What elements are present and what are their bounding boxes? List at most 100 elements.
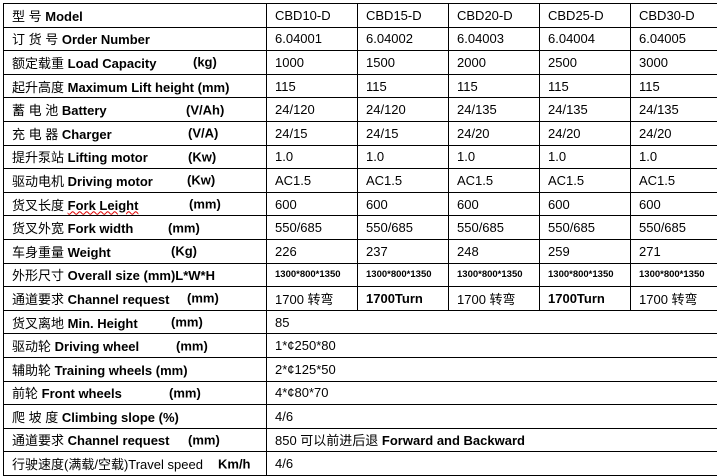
value-cell: 6.04003 [448,26,540,52]
value-cell: 259 [539,238,631,264]
value-cell: AC1.5 [630,168,717,193]
table-row: 驱动轮 Driving wheel (mm) 1*¢250*80 [3,333,717,358]
value-cell: 600 [448,191,540,217]
label-cn: 起升高度 [12,79,68,95]
table-row: 行驶速度(满载/空载)Travel speed Km/h 4/6 [3,451,717,476]
label-cn: 外形尺寸 [12,268,68,284]
table-row: 型 号 Model CBD10-D CBD15-D CBD20-D CBD25-D CBD… [3,3,717,28]
label-cn: 货叉长度 [12,197,68,213]
value-cn: 850 可以前进后退 [275,433,382,449]
table-row: 前轮 Front wheels (mm) 4*¢80*70 [3,380,717,406]
value-cell: 1300*800*1350 [539,262,631,288]
label-cn: 货叉外宽 [12,221,68,237]
label-cn: 驱动轮 [12,339,55,355]
label-en: Overall size (mm)L*W*H [67,268,215,284]
row-label: 额定载重 Load Capacity (kg) [3,50,267,75]
value-cell: 550/685 [630,215,717,240]
label-unit: (mm) [168,220,200,236]
value-cell: 850 可以前进后退 Forward and Backward [266,427,717,453]
value-cell: 115 [357,73,449,99]
row-label: 通道要求 Channel request (mm) [3,427,267,453]
label-en: Channel request [67,433,170,449]
table-row: 辅助轮 Training wheels (mm) 2*¢125*50 [3,356,717,382]
value-cell: 600 [630,191,717,217]
label-unit: (Kw) [188,149,217,165]
label-cn: 爬 坡 度 [12,409,62,425]
value-cell: 1300*800*1350 [357,262,449,288]
value-cell: 1.0 [448,144,540,170]
label-en: Load Capacity [67,55,157,71]
value-cell: CBD25-D [539,3,631,28]
table-row: 提升泵站 Lifting motor (Kw) 1.0 1.0 1.0 1.0 1.0 [3,144,717,170]
row-label: 爬 坡 度 Climbing slope (%) [3,404,267,429]
table-row: 蓄 电 池 Battery (V/Ah) 24/120 24/120 24/135 24/… [3,97,717,122]
value-cell: 226 [266,238,358,264]
value-cell: AC1.5 [448,168,540,193]
value-cell: 600 [357,191,449,217]
value-cell: AC1.5 [357,168,449,193]
value-cell: 24/120 [266,97,358,122]
value-cell: 6.04005 [630,26,717,52]
value-cell: 1.0 [630,144,717,170]
label-unit: (mm) [176,338,208,354]
value-cell: AC1.5 [539,168,631,193]
value-cell: 24/20 [630,120,717,146]
label-unit: (mm) [169,385,201,401]
label-en: Channel request [67,291,170,307]
value-cell: CBD15-D [357,3,449,28]
label-unit: (mm) [188,432,220,448]
row-label: 货叉外宽 Fork width (mm) [3,215,267,240]
value-cell: 24/15 [357,120,449,146]
value-cell: 2000 [448,50,540,75]
label-cn: 通道要求 [12,433,68,449]
table-row: 充 电 器 Charger (V/A) 24/15 24/15 24/20 24/20 24… [3,120,717,146]
value-cell: 4*¢80*70 [266,380,717,406]
table-row: 订 货 号 Order Number 6.04001 6.04002 6.04003 6… [3,26,717,52]
label-cn: 额定载重 [12,55,68,71]
table-row: 爬 坡 度 Climbing slope (%) 4/6 [3,404,717,429]
value-cell: 1700 转弯 [448,286,540,311]
row-label: 前轮 Front wheels (mm) [3,380,267,406]
label-cn: 驱动电机 [12,173,68,189]
table-row: 额定载重 Load Capacity (kg) 1000 1500 2000 2500 30… [3,50,717,75]
row-label: 货叉长度 Fork Leight (mm) [3,191,267,217]
row-label: 驱动轮 Driving wheel (mm) [3,333,267,358]
row-label: 通道要求 Channel request (mm) [3,286,267,311]
label-en: Weight [67,244,111,260]
value-cell: CBD30-D [630,3,717,28]
table-row: 货叉长度 Fork Leight (mm) 600 600 600 600 600 [3,191,717,217]
label-cn: 充 电 器 [12,126,62,142]
label-unit: Km/h [218,456,251,472]
label-en: Charger [61,126,112,142]
table-row: 驱动电机 Driving motor (Kw) AC1.5 AC1.5 AC1.5 AC1… [3,168,717,193]
label-en: Training wheels (mm) [54,362,188,378]
label-unit: (Kw) [187,172,216,188]
table-row: 货叉外宽 Fork width (mm) 550/685 550/685 550/685… [3,215,717,240]
value-cell: 1700Turn [539,286,631,311]
value-cell: 1300*800*1350 [448,262,540,288]
table-row: 车身重量 Weight (Kg) 226 237 248 259 271 [3,238,717,264]
value-cell: 550/685 [266,215,358,240]
value-cell: CBD10-D [266,3,358,28]
value-cell: 24/15 [266,120,358,146]
value-cell: 1700 转弯 [630,286,717,311]
row-label: 起升高度 Maximum Lift height (mm) [3,73,267,99]
label-en: Fork Leight [67,197,139,213]
value-cell: 550/685 [539,215,631,240]
row-label: 驱动电机 Driving motor (Kw) [3,168,267,193]
value-cell: 550/685 [357,215,449,240]
value-cell: 550/685 [448,215,540,240]
value-cell: 6.04001 [266,26,358,52]
value-cell: 1000 [266,50,358,75]
row-label: 订 货 号 Order Number [3,26,267,52]
value-cell: 271 [630,238,717,264]
label-unit: (kg) [193,54,217,70]
label-unit: (mm) [171,314,203,330]
label-cn: 前轮 [12,386,42,402]
value-cell: 1.0 [357,144,449,170]
label-en: Battery [61,103,107,119]
value-cell: 600 [266,191,358,217]
value-cell: 85 [266,309,717,335]
value-cell: 24/135 [630,97,717,122]
row-label: 车身重量 Weight (Kg) [3,238,267,264]
